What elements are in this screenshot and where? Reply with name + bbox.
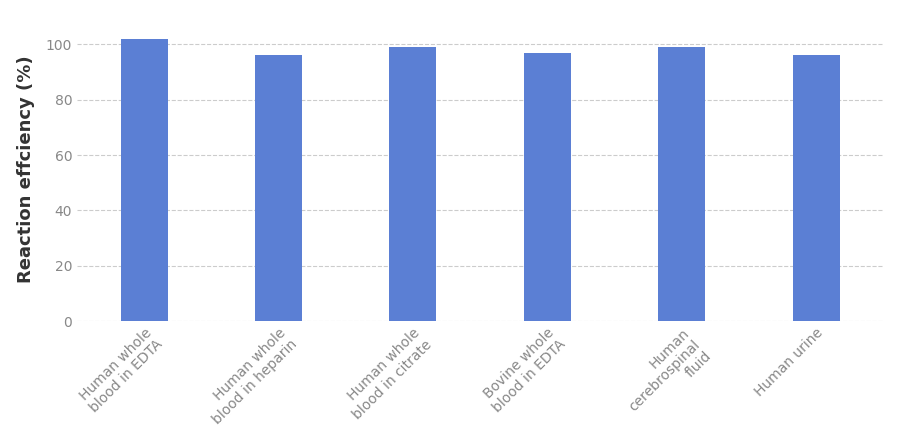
Bar: [121, 39, 167, 321]
Bar: [793, 56, 840, 321]
Bar: [390, 47, 436, 321]
Bar: [524, 53, 571, 321]
Y-axis label: Reaction effciency (%): Reaction effciency (%): [17, 55, 35, 283]
Bar: [658, 47, 706, 321]
Bar: [255, 56, 302, 321]
